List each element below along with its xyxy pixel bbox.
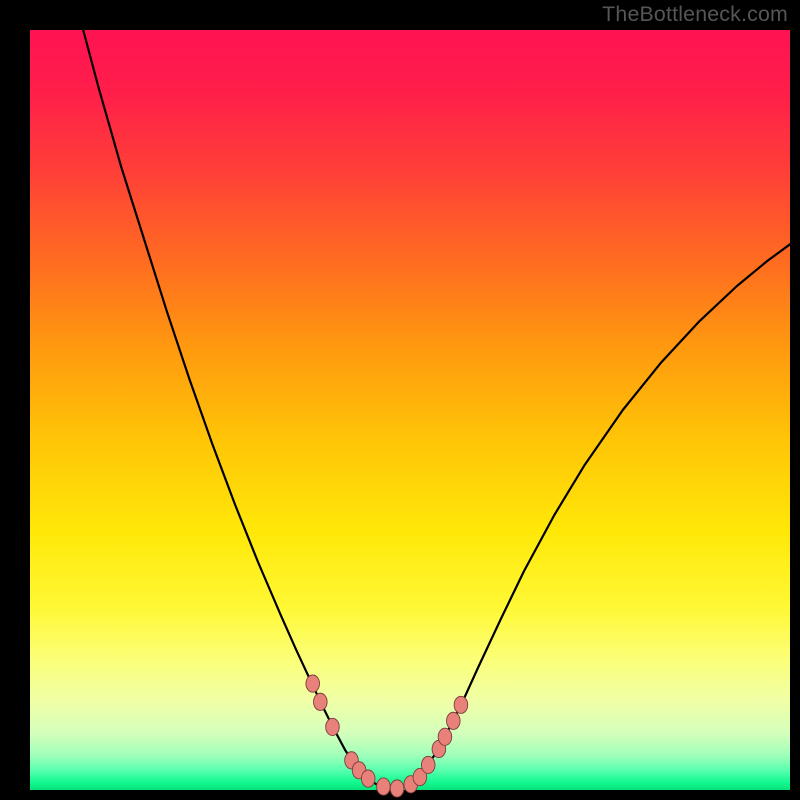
bottleneck-chart [0,0,800,800]
marker [447,712,461,729]
marker [438,728,452,745]
marker [306,675,320,692]
marker [314,693,328,710]
marker [361,770,375,787]
marker [390,780,404,797]
chart-background [30,30,790,790]
chart-frame: TheBottleneck.com [0,0,800,800]
marker [421,756,435,773]
marker [454,696,468,713]
marker [326,718,340,735]
marker [377,778,391,795]
